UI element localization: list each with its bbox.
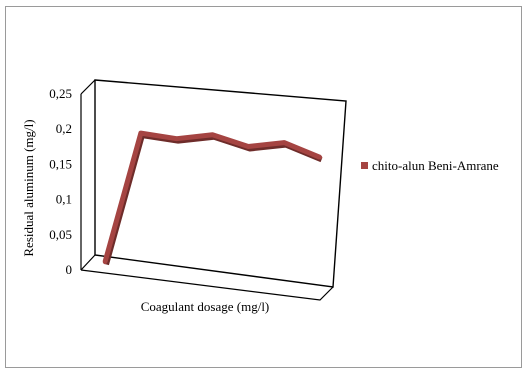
plot-floor-front	[80, 269, 334, 301]
y-axis-title: Residual aluminum (mg/l)	[21, 119, 36, 256]
plot-back-wall	[94, 79, 347, 288]
y-tick-label: 0,25	[49, 86, 72, 101]
y-tick-label: 0,1	[56, 192, 72, 207]
series-line	[102, 130, 321, 263]
x-axis-title: Coagulant dosage (mg/l)	[141, 299, 270, 314]
y-tick-label: 0,2	[56, 121, 72, 136]
y-tick-label: 0	[66, 262, 73, 277]
series-point	[174, 136, 179, 141]
y-tick-label: 0,05	[49, 227, 72, 242]
series-point	[281, 140, 287, 145]
plot-top-edge	[80, 79, 96, 95]
series-point	[102, 259, 108, 265]
legend: chito-alun Beni-Amrane	[361, 158, 499, 173]
series-line-shadow	[104, 133, 323, 266]
legend-swatch	[361, 162, 368, 169]
series-point	[138, 130, 144, 136]
chart-area	[5, 6, 522, 368]
series-point	[317, 155, 323, 160]
series-point	[246, 144, 251, 149]
y-tick-label: 0,15	[49, 156, 72, 171]
legend-label: chito-alun Beni-Amrane	[372, 158, 499, 173]
plot-floor-edge	[80, 254, 96, 271]
series-point	[210, 132, 215, 137]
